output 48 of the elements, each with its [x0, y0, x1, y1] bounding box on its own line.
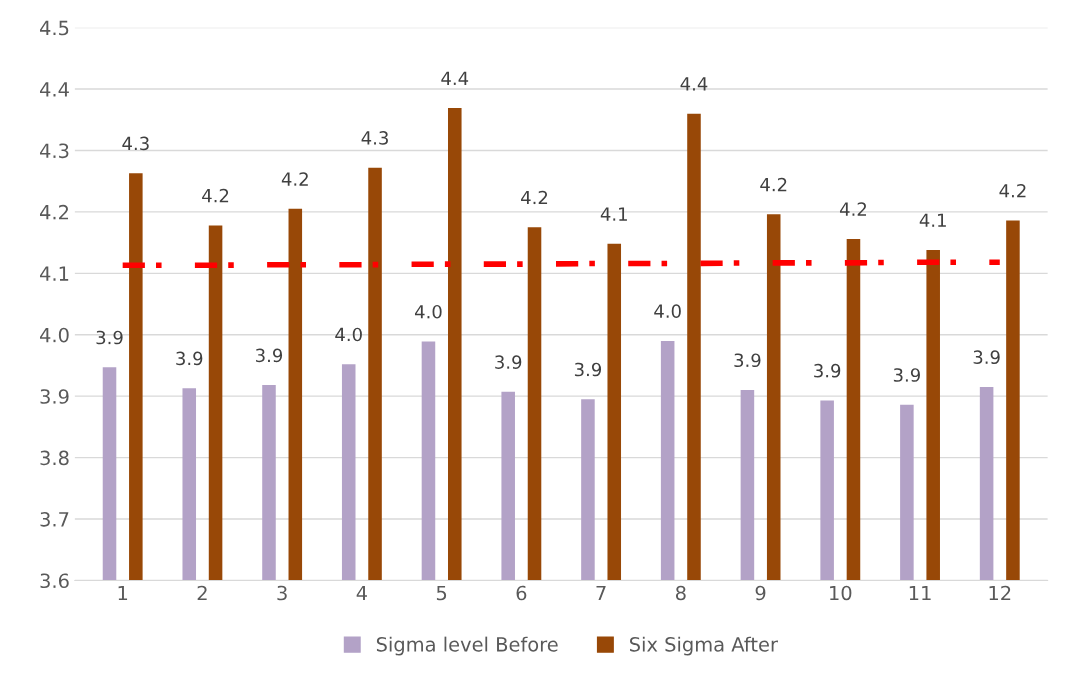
- data-label: 4.2: [202, 188, 229, 203]
- data-label: 4.2: [521, 190, 548, 205]
- data-label: 4.3: [122, 136, 149, 151]
- legend-label: Six Sigma After: [630, 636, 778, 656]
- data-label: 3.9: [495, 355, 522, 369]
- data-label: 4.4: [441, 71, 469, 85]
- data-label: 4.1: [600, 207, 627, 221]
- x-tick-label: 8: [675, 585, 686, 601]
- data-label: 4.2: [281, 172, 308, 186]
- x-tick-label: 9: [755, 585, 766, 601]
- legend-label: Sigma level Before: [376, 636, 558, 656]
- y-tick-label: 4.0: [40, 327, 69, 343]
- x-tick-label: 3: [277, 585, 287, 601]
- y-tick-label: 3.8: [40, 450, 69, 466]
- x-tick-label: 11: [909, 585, 931, 601]
- y-tick-label: 3.6: [40, 573, 69, 589]
- x-tick-label: 1: [118, 585, 128, 601]
- data-label: 3.9: [176, 351, 203, 366]
- data-label: 4.2: [839, 202, 867, 216]
- y-tick-label: 4.5: [40, 20, 69, 36]
- x-tick-label: 7: [596, 585, 606, 601]
- x-tick-label: 4: [356, 585, 367, 601]
- data-label: 3.9: [734, 353, 761, 368]
- data-label: 3.9: [256, 348, 283, 363]
- data-label: 3.9: [973, 350, 1000, 365]
- data-label: 4.1: [919, 213, 946, 227]
- y-tick-label: 3.9: [40, 389, 69, 404]
- data-label: 4.0: [335, 327, 362, 342]
- x-tick-label: 12: [989, 585, 1011, 601]
- y-tick-label: 4.3: [40, 143, 69, 159]
- y-tick-label: 3.7: [40, 511, 69, 527]
- y-tick-label: 4.1: [40, 266, 69, 281]
- data-label: 4.2: [999, 183, 1026, 198]
- x-tick-label: 6: [516, 585, 527, 601]
- data-label: 3.9: [814, 363, 841, 378]
- data-label: 3.9: [96, 330, 123, 345]
- x-tick-label: 2: [197, 585, 207, 601]
- y-tick-label: 4.2: [40, 204, 69, 220]
- data-label: 3.9: [893, 368, 920, 382]
- x-tick-label: 10: [830, 585, 852, 601]
- data-label: 4.0: [654, 304, 681, 318]
- data-label: 4.3: [361, 131, 388, 145]
- data-label: 4.2: [760, 177, 787, 192]
- data-label: 4.4: [680, 77, 708, 91]
- x-tick-label: 5: [436, 585, 447, 601]
- data-label: 3.9: [574, 362, 602, 377]
- data-label: 4.0: [414, 304, 442, 319]
- y-tick-label: 4.4: [40, 82, 69, 97]
